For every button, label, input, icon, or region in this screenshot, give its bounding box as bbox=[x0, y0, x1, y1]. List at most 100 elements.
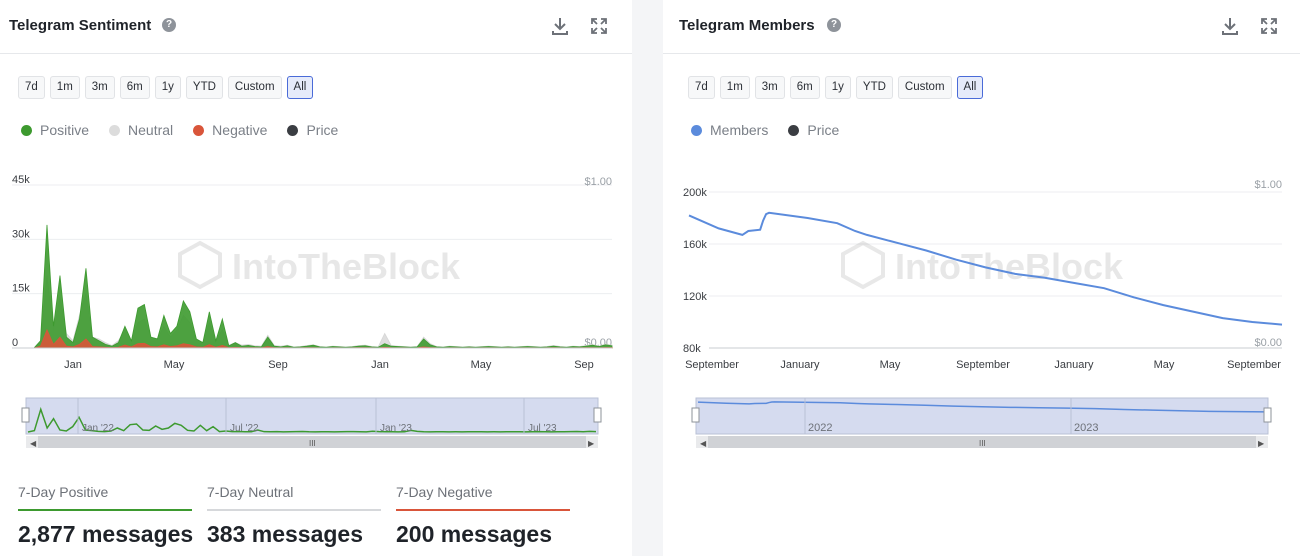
x-tick-label: Sep bbox=[574, 359, 594, 371]
watermark: IntoTheBlock bbox=[178, 240, 461, 290]
legend-dot bbox=[193, 124, 205, 136]
y-tick-label: 80k bbox=[683, 343, 701, 355]
x-tick-label: September bbox=[1227, 359, 1281, 371]
navigator-series bbox=[27, 406, 597, 433]
range-button-ytd[interactable]: YTD bbox=[185, 76, 223, 99]
navigator-handle-left[interactable] bbox=[691, 407, 700, 423]
stat-card: 7-Day Negative 200 messages bbox=[396, 484, 570, 548]
chart-legend: Positive Neutral Negative Price bbox=[21, 122, 338, 138]
range-button-1y[interactable]: 1y bbox=[154, 76, 181, 99]
stat-value: 2,877 messages bbox=[18, 521, 194, 547]
navigator-tick-label: Jul '23 bbox=[528, 423, 557, 434]
range-button-7d[interactable]: 7d bbox=[688, 76, 715, 99]
download-icon[interactable] bbox=[550, 16, 570, 36]
legend-dot bbox=[788, 124, 800, 136]
range-button-custom[interactable]: Custom bbox=[897, 76, 952, 99]
range-button-ytd[interactable]: YTD bbox=[855, 76, 893, 99]
range-button-7d[interactable]: 7d bbox=[18, 76, 45, 99]
y2-tick-label: $1.00 bbox=[584, 176, 612, 188]
x-tick-label: Sep bbox=[268, 359, 288, 371]
legend-dot bbox=[287, 124, 299, 136]
x-tick-label: May bbox=[1154, 359, 1175, 371]
legend-item-positive[interactable]: Positive bbox=[21, 122, 89, 138]
time-range-selector: 7d 1m 3m 6m 1y YTD Custom All bbox=[688, 76, 984, 99]
range-button-all[interactable]: All bbox=[286, 76, 314, 99]
stat-card: 7-Day Neutral 383 messages bbox=[207, 484, 381, 548]
download-icon[interactable] bbox=[1220, 16, 1240, 36]
legend-label: Negative bbox=[212, 122, 268, 138]
stat-card: 7-Day Positive 2,877 messages bbox=[18, 484, 194, 548]
y-tick-label: 45k bbox=[12, 174, 30, 186]
scroll-grip-icon: III bbox=[309, 439, 316, 448]
y2-tick-label: $1.00 bbox=[1254, 179, 1282, 191]
range-button-1y[interactable]: 1y bbox=[824, 76, 851, 99]
range-button-1m[interactable]: 1m bbox=[719, 76, 750, 99]
stat-label: 7-Day Positive bbox=[18, 484, 192, 511]
y-tick-label: 200k bbox=[683, 187, 707, 199]
scroll-left-icon[interactable]: ◀ bbox=[700, 439, 707, 448]
legend-item-price[interactable]: Price bbox=[287, 122, 338, 138]
x-tick-label: May bbox=[880, 359, 901, 371]
navigator-tick-label: Jul '22 bbox=[230, 423, 259, 434]
range-button-all[interactable]: All bbox=[956, 76, 984, 99]
range-button-6m[interactable]: 6m bbox=[789, 76, 820, 99]
y-tick-label: 160k bbox=[683, 239, 707, 251]
range-button-3m[interactable]: 3m bbox=[84, 76, 115, 99]
series-members[interactable] bbox=[688, 211, 1283, 326]
range-button-1m[interactable]: 1m bbox=[49, 76, 80, 99]
legend-item-members[interactable]: Members bbox=[691, 122, 768, 138]
members-chart[interactable]: 80k 120k 160k 200k $1.00 $0.00 IntoTheBlock Sep… bbox=[663, 170, 1300, 460]
question-circle-icon[interactable]: ? bbox=[827, 18, 841, 32]
panel-title: Telegram Sentiment bbox=[9, 17, 152, 34]
series-positive[interactable] bbox=[33, 224, 613, 349]
stats-row: 7-Day Positive 2,877 messages 7-Day Neutra… bbox=[18, 484, 570, 548]
stat-value: 383 messages bbox=[207, 521, 364, 547]
watermark-logo-icon bbox=[841, 240, 885, 290]
navigator-tick-label: 2022 bbox=[808, 422, 832, 434]
sentiment-panel: Telegram Sentiment ? 7d 1m 3m 6m 1y YTD Custom… bbox=[0, 0, 632, 556]
navigator-handle-right[interactable] bbox=[593, 407, 602, 423]
members-panel: Telegram Members ? 7d 1m 3m 6m 1y YTD Custom Al… bbox=[663, 0, 1300, 556]
y2-tick-label: $0.00 bbox=[1254, 337, 1282, 349]
legend-label: Price bbox=[306, 122, 339, 138]
panel-header: Telegram Members ? bbox=[663, 0, 1300, 54]
navigator-tick-label: 2023 bbox=[1074, 422, 1098, 434]
scroll-grip-icon: III bbox=[979, 439, 986, 448]
x-tick-label: January bbox=[1054, 359, 1094, 371]
legend-dot bbox=[109, 124, 121, 136]
scroll-right-icon[interactable]: ▶ bbox=[1258, 439, 1265, 448]
panel-title: Telegram Members bbox=[679, 17, 815, 34]
navigator-handle-left[interactable] bbox=[21, 407, 30, 423]
x-tick-label: Jan bbox=[371, 359, 389, 371]
panel-header: Telegram Sentiment ? bbox=[0, 0, 632, 54]
y-tick-label: 0 bbox=[12, 337, 18, 349]
question-circle-icon[interactable]: ? bbox=[162, 18, 176, 32]
y-tick-label: 120k bbox=[683, 291, 707, 303]
x-tick-label: May bbox=[164, 359, 185, 371]
legend-label: Price bbox=[807, 122, 840, 138]
navigator-series bbox=[697, 401, 1267, 413]
scrollbar-thumb[interactable] bbox=[38, 436, 586, 448]
legend-item-negative[interactable]: Negative bbox=[193, 122, 267, 138]
scrollbar-thumb[interactable] bbox=[708, 436, 1256, 448]
expand-icon[interactable] bbox=[1259, 16, 1279, 36]
stat-label: 7-Day Negative bbox=[396, 484, 570, 511]
stat-value: 200 messages bbox=[396, 521, 553, 547]
legend-dot bbox=[691, 124, 702, 136]
navigator-handle-right[interactable] bbox=[1263, 407, 1272, 423]
x-tick-label: January bbox=[780, 359, 820, 371]
x-tick-label: Jan bbox=[64, 359, 82, 371]
range-button-6m[interactable]: 6m bbox=[119, 76, 150, 99]
range-button-custom[interactable]: Custom bbox=[227, 76, 282, 99]
stat-label: 7-Day Neutral bbox=[207, 484, 381, 511]
legend-item-price[interactable]: Price bbox=[788, 122, 839, 138]
legend-label: Positive bbox=[40, 122, 90, 138]
range-button-3m[interactable]: 3m bbox=[754, 76, 785, 99]
navigator-window[interactable] bbox=[695, 397, 1269, 435]
legend-item-neutral[interactable]: Neutral bbox=[109, 122, 173, 138]
scroll-left-icon[interactable]: ◀ bbox=[30, 439, 37, 448]
scroll-right-icon[interactable]: ▶ bbox=[588, 439, 595, 448]
x-tick-label: September bbox=[685, 359, 739, 371]
expand-icon[interactable] bbox=[589, 16, 609, 36]
